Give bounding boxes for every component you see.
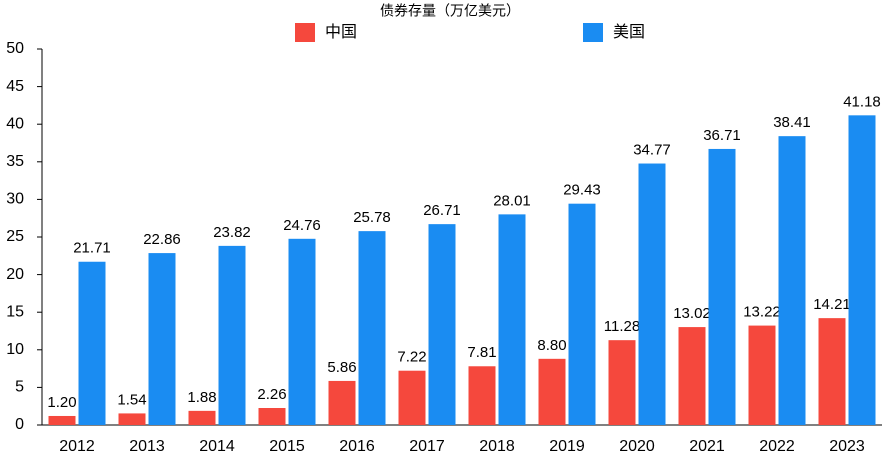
bar bbox=[118, 413, 146, 425]
y-tick-label: 50 bbox=[6, 40, 24, 57]
bar bbox=[638, 163, 666, 425]
bar bbox=[428, 224, 456, 425]
value-label: 24.76 bbox=[283, 217, 321, 234]
value-label: 34.77 bbox=[633, 141, 671, 158]
bar bbox=[748, 325, 776, 425]
x-tick-label: 2021 bbox=[689, 438, 725, 455]
x-tick-label: 2013 bbox=[129, 438, 165, 455]
y-tick-label: 40 bbox=[6, 115, 24, 132]
value-label: 41.18 bbox=[843, 93, 881, 110]
y-tick-label: 20 bbox=[6, 266, 24, 283]
bar bbox=[398, 370, 426, 425]
bar bbox=[708, 148, 736, 425]
value-label: 11.28 bbox=[604, 318, 640, 335]
x-tick-label: 2023 bbox=[829, 438, 865, 455]
value-label: 5.86 bbox=[327, 359, 356, 376]
bar bbox=[218, 245, 246, 425]
value-label: 38.41 bbox=[773, 114, 811, 131]
value-label: 28.01 bbox=[493, 192, 531, 209]
x-tick-label: 2019 bbox=[549, 438, 585, 455]
bar bbox=[678, 327, 706, 425]
value-label: 21.71 bbox=[73, 240, 111, 257]
bar bbox=[848, 115, 876, 425]
x-tick-label: 2015 bbox=[269, 438, 305, 455]
value-label: 25.78 bbox=[353, 209, 391, 226]
legend-label: 美国 bbox=[613, 23, 645, 41]
bar bbox=[498, 214, 526, 425]
legend-swatch bbox=[583, 23, 603, 42]
x-tick-label: 2020 bbox=[619, 438, 655, 455]
x-tick-label: 2022 bbox=[759, 438, 795, 455]
x-tick-label: 2017 bbox=[409, 438, 445, 455]
y-tick-label: 25 bbox=[6, 228, 24, 245]
value-label: 22.86 bbox=[143, 231, 181, 248]
bar bbox=[258, 408, 286, 425]
value-label: 13.22 bbox=[743, 304, 781, 321]
value-label: 7.81 bbox=[467, 344, 496, 361]
value-label: 1.88 bbox=[187, 389, 216, 406]
value-label: 7.22 bbox=[397, 349, 426, 366]
y-tick-label: 30 bbox=[6, 191, 24, 208]
bar bbox=[148, 253, 176, 425]
bar bbox=[358, 231, 386, 425]
value-label: 29.43 bbox=[563, 182, 601, 199]
x-tick-label: 2016 bbox=[339, 438, 375, 455]
x-tick-label: 2018 bbox=[479, 438, 515, 455]
bar bbox=[188, 410, 216, 425]
value-label: 1.54 bbox=[117, 391, 146, 408]
x-tick-label: 2012 bbox=[59, 438, 95, 455]
bar bbox=[78, 261, 106, 425]
value-label: 8.80 bbox=[537, 337, 566, 354]
chart-title: 债券存量（万亿美元） bbox=[380, 3, 520, 19]
bar bbox=[328, 380, 356, 425]
value-label: 2.26 bbox=[257, 386, 286, 403]
bar bbox=[778, 136, 806, 425]
y-tick-label: 0 bbox=[15, 416, 24, 433]
legend-label: 中国 bbox=[325, 23, 357, 41]
bar bbox=[468, 366, 496, 425]
bar bbox=[608, 340, 636, 425]
value-label: 13.02 bbox=[673, 305, 711, 322]
bar bbox=[48, 415, 76, 425]
bar bbox=[538, 358, 566, 425]
bar bbox=[568, 203, 596, 425]
value-label: 23.82 bbox=[213, 224, 251, 241]
y-tick-label: 35 bbox=[6, 153, 24, 170]
value-label: 26.71 bbox=[423, 202, 461, 219]
value-label: 1.20 bbox=[47, 394, 76, 411]
bar bbox=[288, 238, 316, 425]
y-tick-label: 45 bbox=[6, 78, 24, 95]
y-tick-label: 15 bbox=[6, 303, 24, 320]
y-tick-label: 10 bbox=[6, 341, 24, 358]
legend-swatch bbox=[295, 23, 315, 42]
value-label: 14.21 bbox=[813, 296, 851, 313]
bar bbox=[818, 318, 846, 425]
y-tick-label: 5 bbox=[15, 379, 24, 396]
value-label: 36.71 bbox=[703, 127, 741, 144]
x-tick-label: 2014 bbox=[199, 438, 235, 455]
